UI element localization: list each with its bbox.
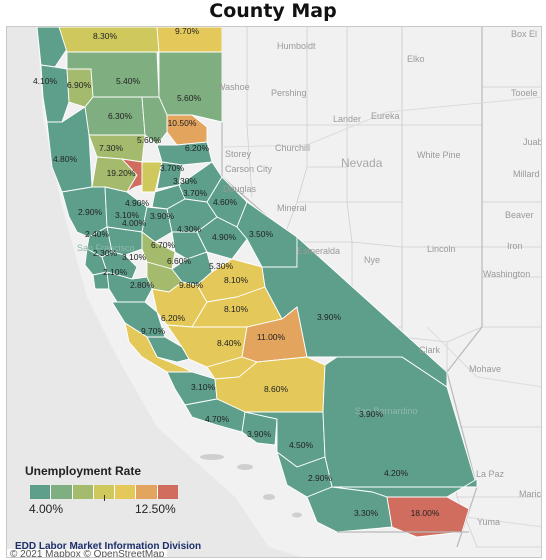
- legend-min-label: 4.00%: [29, 502, 64, 516]
- county-label[interactable]: 3.90%: [358, 409, 384, 419]
- county-label[interactable]: 5.60%: [176, 93, 202, 103]
- county-label[interactable]: 6.20%: [184, 143, 210, 153]
- county-label[interactable]: 4.60%: [212, 197, 238, 207]
- place-label: Esmeralda: [297, 246, 341, 256]
- county-label[interactable]: 8.10%: [223, 304, 249, 314]
- legend-max-label: 12.50%: [135, 502, 176, 516]
- place-label: Douglas: [223, 184, 257, 194]
- basemap[interactable]: [7, 27, 542, 558]
- place-label: San Francisco: [77, 243, 135, 253]
- county-label[interactable]: 4.90%: [211, 232, 237, 242]
- place-label: Elko: [407, 54, 425, 64]
- county-label[interactable]: 8.30%: [92, 31, 118, 41]
- legend-swatch: [157, 485, 178, 499]
- county-label[interactable]: 2.90%: [77, 207, 103, 217]
- map-attribution[interactable]: © 2021 Mapbox © OpenStreetMap: [7, 549, 168, 557]
- place-label: Maricopa: [519, 489, 541, 499]
- legend-swatch: [136, 485, 158, 499]
- state-label-nevada: Nevada: [341, 156, 383, 170]
- place-label: Iron: [507, 241, 523, 251]
- place-label: Millard: [513, 169, 540, 179]
- place-label: Mohave: [469, 364, 502, 374]
- county-label[interactable]: 4.50%: [288, 440, 314, 450]
- county-label[interactable]: 8.10%: [223, 275, 249, 285]
- place-label: Storey: [225, 149, 252, 159]
- place-label: Mineral: [277, 203, 307, 213]
- map-view[interactable]: Box El Humboldt Elko Washoe Pershing Too…: [6, 26, 542, 558]
- county-label[interactable]: 3.90%: [149, 211, 175, 221]
- place-label: Churchill: [275, 143, 311, 153]
- county-label[interactable]: 3.50%: [248, 229, 274, 239]
- county-label[interactable]: 3.90%: [316, 312, 342, 322]
- place-label: Tooele: [511, 88, 538, 98]
- place-label: Yuma: [477, 517, 501, 527]
- county-label[interactable]: 3.30%: [353, 508, 379, 518]
- county-label[interactable]: 2.90%: [307, 473, 333, 483]
- place-label: Box El: [511, 29, 538, 39]
- california-counties: [36, 27, 478, 538]
- place-label: Beaver: [505, 210, 534, 220]
- county-label[interactable]: 8.40%: [216, 338, 242, 348]
- county-label[interactable]: 19.20%: [106, 168, 136, 178]
- county-label[interactable]: 8.60%: [263, 384, 289, 394]
- county-label[interactable]: 5.30%: [208, 261, 234, 271]
- county-label[interactable]: 18.00%: [410, 508, 440, 518]
- place-label: White Pine: [417, 150, 461, 160]
- county-label[interactable]: 7.30%: [98, 143, 124, 153]
- county-label[interactable]: 3.90%: [246, 429, 272, 439]
- county-label[interactable]: 6.60%: [166, 256, 192, 266]
- county-label[interactable]: 10.50%: [167, 118, 197, 128]
- county-label[interactable]: 4.70%: [204, 414, 230, 424]
- place-label: Carson City: [225, 164, 273, 174]
- place-label: Juab: [523, 137, 542, 147]
- legend-swatch: [93, 485, 116, 499]
- county-label[interactable]: 9.80%: [178, 280, 204, 290]
- place-label: San Bernardino: [355, 406, 418, 416]
- county-label[interactable]: 3.10%: [114, 210, 140, 220]
- legend-swatch: [30, 485, 52, 499]
- county-label[interactable]: 6.20%: [160, 313, 186, 323]
- county-label[interactable]: 9.70%: [174, 26, 200, 36]
- county-label[interactable]: 3.70%: [159, 163, 185, 173]
- county-label[interactable]: 4.90%: [124, 198, 150, 208]
- place-label: Washoe: [217, 82, 250, 92]
- county-label[interactable]: 9.70%: [140, 326, 166, 336]
- legend-swatch: [51, 485, 73, 499]
- county-label[interactable]: 6.70%: [150, 240, 176, 250]
- legend-title: Unemployment Rate: [25, 464, 142, 478]
- county-label[interactable]: 4.30%: [176, 224, 202, 234]
- place-label: Nye: [364, 255, 381, 265]
- source-credit[interactable]: EDD Labor Market Information Division: [15, 541, 202, 552]
- county-label[interactable]: 2.40%: [84, 229, 110, 239]
- legend-tick: [104, 495, 105, 501]
- county-label[interactable]: 4.00%: [121, 218, 147, 228]
- legend-swatch: [115, 485, 137, 499]
- county-label[interactable]: 3.10%: [190, 382, 216, 392]
- county-label[interactable]: 4.20%: [383, 468, 409, 478]
- county-label[interactable]: 3.30%: [172, 176, 198, 186]
- county-label[interactable]: 2.80%: [129, 280, 155, 290]
- place-label: La Paz: [476, 469, 505, 479]
- county-label[interactable]: 3.10%: [121, 252, 147, 262]
- county-label[interactable]: 5.60%: [136, 135, 162, 145]
- place-label: Pershing: [271, 88, 307, 98]
- county-label[interactable]: 6.90%: [66, 80, 92, 90]
- county-label[interactable]: 4.80%: [52, 154, 78, 164]
- place-label: Eureka: [371, 111, 400, 121]
- county-label[interactable]: 3.70%: [182, 188, 208, 198]
- place-label: Clark: [419, 345, 441, 355]
- county-label[interactable]: 11.00%: [256, 332, 286, 342]
- county-label[interactable]: 2.10%: [102, 267, 128, 277]
- place-label: Humboldt: [277, 41, 316, 51]
- county-label[interactable]: 5.40%: [115, 76, 141, 86]
- place-label: Washington: [483, 269, 531, 279]
- county-label[interactable]: 2.30%: [92, 248, 118, 258]
- county-label[interactable]: 4.10%: [32, 76, 58, 86]
- map-title: County Map: [209, 0, 337, 22]
- place-label: Lincoln: [427, 244, 456, 254]
- legend-color-ramp: [30, 485, 178, 499]
- county-label[interactable]: 6.30%: [107, 111, 133, 121]
- place-label: Lander: [333, 114, 362, 124]
- legend-swatch: [72, 485, 94, 499]
